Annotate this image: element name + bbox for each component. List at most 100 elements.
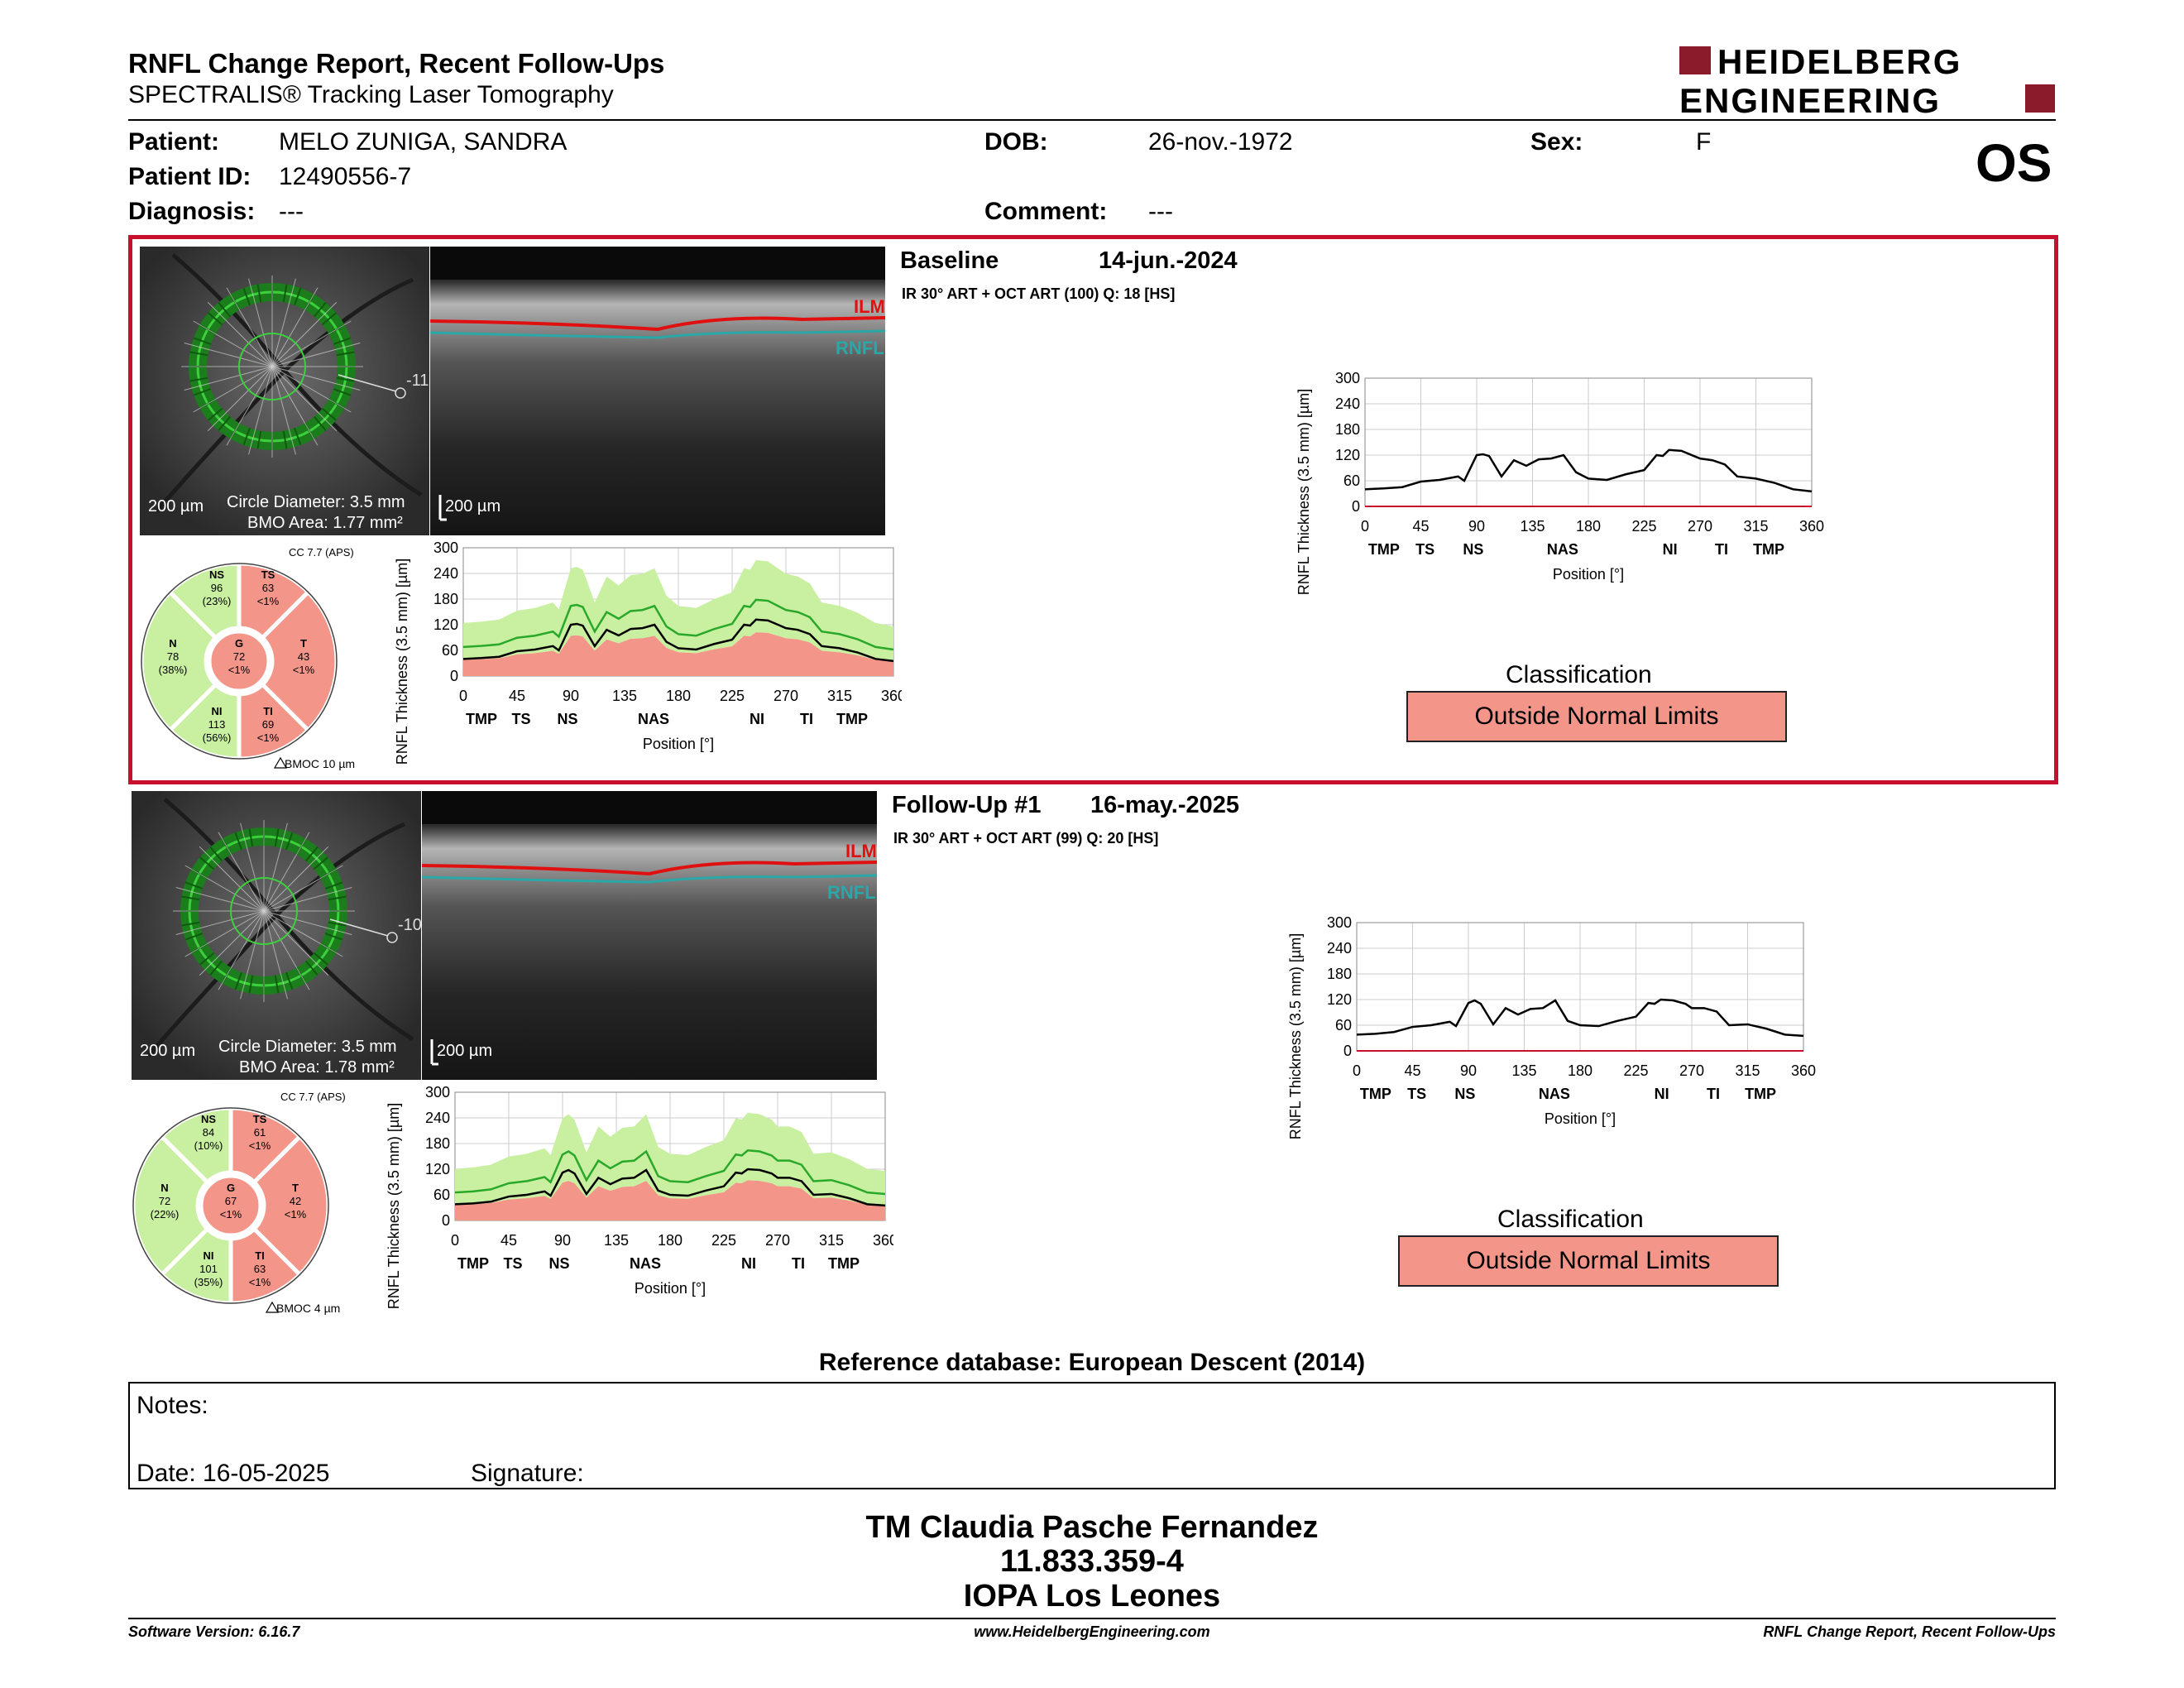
classification-result: Outside Normal Limits bbox=[1406, 691, 1787, 742]
x-tick: 225 bbox=[1623, 1062, 1648, 1079]
sex-label: Sex: bbox=[1530, 128, 1583, 156]
eye-indicator: OS bbox=[1976, 133, 2052, 193]
x-tick: 360 bbox=[1791, 1062, 1816, 1079]
website-link[interactable]: www.HeidelbergEngineering.com bbox=[974, 1623, 1210, 1640]
sector-pct-ni: (35%) bbox=[194, 1276, 223, 1288]
sector-axis-label: TMP bbox=[466, 711, 497, 727]
rnfl-thickness-line bbox=[462, 618, 894, 663]
cc-label: CC 7.7 (APS) bbox=[280, 1091, 346, 1103]
x-tick: 225 bbox=[720, 688, 745, 704]
sector-pct-t: <1% bbox=[285, 1208, 307, 1220]
sector-name-ti: TI bbox=[263, 705, 273, 717]
x-tick: 0 bbox=[451, 1232, 459, 1249]
y-tick: 180 bbox=[433, 591, 458, 607]
sector-axis-label: NS bbox=[557, 711, 577, 727]
sector-axis-label: NAS bbox=[1539, 1086, 1570, 1102]
x-tick: 315 bbox=[1735, 1062, 1760, 1079]
sector-value-g: 72 bbox=[233, 650, 245, 663]
y-tick: 240 bbox=[1335, 396, 1360, 412]
y-tick: 60 bbox=[442, 642, 458, 659]
sector-name-g: G bbox=[235, 637, 243, 650]
rnfl-profile-chart-normative: 300 240 180 120 60 00 45 90 135 180 225 270 315 360 TM… bbox=[389, 539, 906, 781]
angle-marker: -11 bbox=[406, 372, 429, 390]
y-tick: 60 bbox=[1343, 472, 1360, 489]
sector-axis-label: NI bbox=[1663, 541, 1678, 558]
sector-name-ni: NI bbox=[204, 1249, 214, 1262]
x-tick: 45 bbox=[509, 688, 525, 704]
sector-axis-label: NI bbox=[1655, 1086, 1669, 1102]
oct-bscan[interactable]: ILM RNFL 200 µm bbox=[422, 791, 877, 1080]
sector-name-ts: TS bbox=[261, 568, 275, 581]
normative-mean-line bbox=[454, 1149, 886, 1196]
fundus-image[interactable]: -11 200 µm Circle Diameter: 3.5 mm BMO Area… bbox=[140, 247, 429, 535]
rnfl-profile-chart-change: 300 240 180 120 60 0 0 45 90 135 180 225 270 315 360 TM… bbox=[1291, 370, 1853, 611]
y-axis-label: RNFL Thickness (3.5 mm) [µm] bbox=[386, 1103, 402, 1309]
normative-mean-line bbox=[462, 598, 894, 651]
logo-line1: HEIDELBERG bbox=[1717, 43, 1961, 81]
x-axis-label: Position [°] bbox=[1545, 1110, 1616, 1127]
sector-name-t: T bbox=[292, 1182, 299, 1194]
x-tick: 90 bbox=[1468, 518, 1485, 535]
report-subtitle: SPECTRALIS® Tracking Laser Tomography bbox=[128, 81, 614, 108]
rnfl-profile-chart-normative: 300 240 180 120 60 00 45 90 135 180 225 270 315 360 TM… bbox=[381, 1084, 898, 1326]
footer-org: IOPA Los Leones bbox=[963, 1579, 1221, 1614]
sector-pct-ti: <1% bbox=[257, 731, 280, 744]
y-tick: 300 bbox=[1335, 372, 1360, 386]
sector-value-t: 42 bbox=[290, 1195, 301, 1207]
sector-pct-ti: <1% bbox=[249, 1276, 271, 1288]
x-tick: 315 bbox=[1743, 518, 1768, 535]
angle-marker: -10 bbox=[398, 916, 421, 934]
sector-axis-label: NI bbox=[750, 711, 764, 727]
y-tick: 240 bbox=[433, 565, 458, 582]
fundus-image[interactable]: -10 200 µm Circle Diameter: 3.5 mm BMO Area… bbox=[132, 791, 421, 1080]
x-axis-label: Position [°] bbox=[1553, 566, 1624, 583]
signature-label: Signature: bbox=[471, 1460, 584, 1487]
circle-diameter: Circle Diameter: 3.5 mm bbox=[218, 1038, 397, 1056]
y-tick: 0 bbox=[1352, 498, 1360, 515]
y-tick: 300 bbox=[425, 1086, 450, 1101]
y-tick: 60 bbox=[433, 1187, 450, 1203]
x-tick: 315 bbox=[819, 1232, 844, 1249]
scan-info: IR 30° ART + OCT ART (100) Q: 18 [HS] bbox=[902, 285, 1176, 302]
x-tick: 225 bbox=[711, 1232, 736, 1249]
sector-value-t: 43 bbox=[298, 650, 309, 663]
heidelberg-logo: HEIDELBERG ENGINEERING bbox=[1679, 42, 2056, 120]
sector-axis-label: TMP bbox=[1368, 541, 1400, 558]
x-tick: 180 bbox=[666, 688, 691, 704]
y-tick: 60 bbox=[1335, 1017, 1352, 1033]
patient-id-label: Patient ID: bbox=[128, 163, 251, 190]
x-tick: 135 bbox=[612, 688, 637, 704]
x-tick: 0 bbox=[459, 688, 467, 704]
sector-name-n: N bbox=[160, 1182, 168, 1194]
classification-result: Outside Normal Limits bbox=[1398, 1235, 1779, 1287]
x-tick: 315 bbox=[827, 688, 852, 704]
x-tick: 0 bbox=[1353, 1062, 1361, 1079]
sector-axis-label: TMP bbox=[1360, 1086, 1391, 1102]
x-tick: 180 bbox=[1568, 1062, 1592, 1079]
circle-diameter: Circle Diameter: 3.5 mm bbox=[227, 493, 405, 511]
outside-band bbox=[463, 632, 893, 676]
notes-label: Notes: bbox=[136, 1392, 208, 1419]
exam-panel-followup[interactable]: -10 200 µm Circle Diameter: 3.5 mm BMO Area… bbox=[128, 788, 2058, 1337]
sector-axis-label: TMP bbox=[1753, 541, 1784, 558]
sector-axis-label: TMP bbox=[828, 1255, 860, 1272]
exam-panel-baseline[interactable]: -11 200 µm Circle Diameter: 3.5 mm BMO Area… bbox=[128, 235, 2058, 784]
x-tick: 45 bbox=[500, 1232, 517, 1249]
footer-id: 11.833.359-4 bbox=[1000, 1544, 1184, 1579]
x-tick: 270 bbox=[1679, 1062, 1704, 1079]
x-tick: 360 bbox=[881, 688, 902, 704]
sector-axis-label: NS bbox=[1463, 541, 1483, 558]
x-tick: 90 bbox=[1460, 1062, 1477, 1079]
sector-name-ni: NI bbox=[212, 705, 223, 717]
normal-band bbox=[463, 559, 893, 662]
report-name-footer: RNFL Change Report, Recent Follow-Ups bbox=[1763, 1623, 2056, 1640]
oct-bscan[interactable]: ILM RNFL 200 µm bbox=[430, 247, 885, 535]
x-tick: 360 bbox=[1799, 518, 1824, 535]
sector-axis-label: TS bbox=[1415, 541, 1434, 558]
sector-g bbox=[207, 629, 271, 693]
sector-name-ti: TI bbox=[255, 1249, 265, 1262]
bmoc-label: BMOC 10 µm bbox=[285, 757, 355, 770]
fundus-scale: 200 µm bbox=[140, 1042, 195, 1060]
notes-box[interactable]: Notes: Date: 16-05-2025 Signature: bbox=[128, 1382, 2056, 1489]
rnfl-thickness-line bbox=[454, 1168, 886, 1207]
